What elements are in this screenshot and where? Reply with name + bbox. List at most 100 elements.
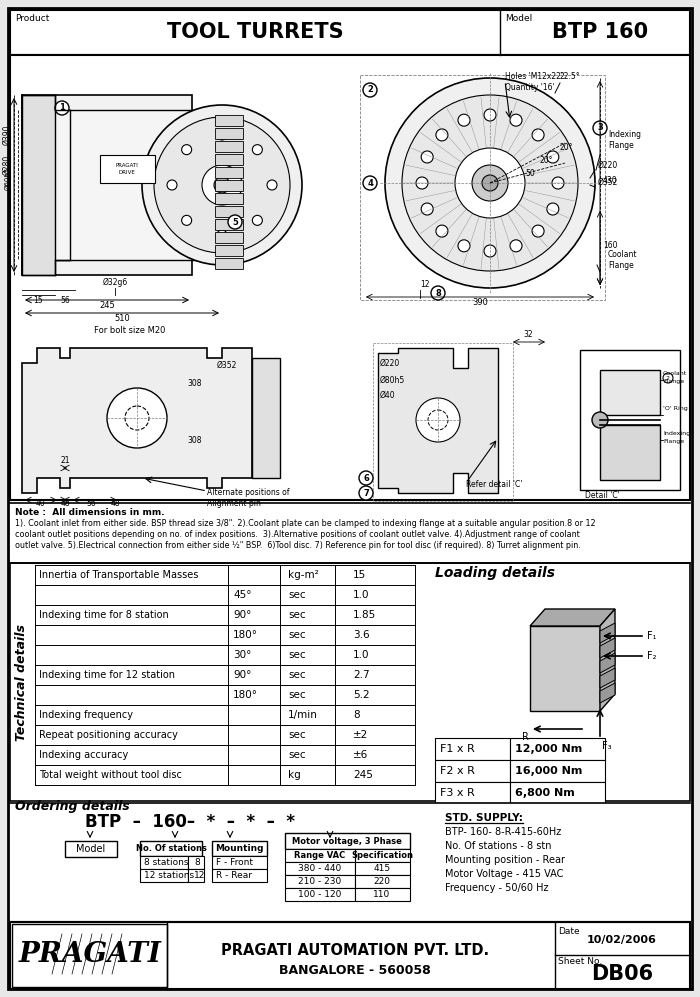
FancyBboxPatch shape [140,869,188,882]
FancyBboxPatch shape [65,841,117,857]
Text: 50: 50 [525,169,535,178]
Polygon shape [600,653,615,673]
Text: 5: 5 [232,217,238,226]
Circle shape [484,109,496,121]
Text: 220: 220 [374,877,391,886]
Polygon shape [600,638,615,658]
Circle shape [181,215,192,225]
Text: Motor voltage, 3 Phase: Motor voltage, 3 Phase [292,836,402,845]
Text: 1.0: 1.0 [353,650,370,660]
FancyBboxPatch shape [285,862,355,875]
Text: Note :  All dimensions in mm.: Note : All dimensions in mm. [15,508,164,517]
Circle shape [532,129,544,141]
Circle shape [217,230,227,240]
Text: 8: 8 [353,710,360,720]
Text: 48: 48 [110,499,120,508]
Circle shape [663,373,673,383]
Text: 90°: 90° [233,610,251,620]
Text: BANGALORE - 560058: BANGALORE - 560058 [279,963,431,976]
Text: Model: Model [76,844,106,854]
Text: 7: 7 [363,489,369,498]
Text: Ø280: Ø280 [2,155,11,175]
Circle shape [154,117,290,253]
Text: Mounting: Mounting [215,843,263,852]
FancyBboxPatch shape [215,154,243,165]
Text: Ø390: Ø390 [2,125,11,146]
Text: 30°: 30° [233,650,251,660]
Circle shape [402,95,578,271]
Text: 20°: 20° [540,156,554,165]
Circle shape [510,115,522,127]
FancyBboxPatch shape [355,875,410,888]
FancyBboxPatch shape [10,922,690,989]
FancyBboxPatch shape [212,869,267,882]
Circle shape [359,486,373,500]
Circle shape [167,180,177,190]
Text: Technical details: Technical details [15,623,29,741]
Text: Ø40: Ø40 [380,391,395,400]
Text: 48: 48 [60,499,70,508]
Text: Repeat positioning accuracy: Repeat positioning accuracy [39,730,178,740]
FancyBboxPatch shape [10,503,690,561]
Text: F - Front: F - Front [216,858,253,867]
Polygon shape [22,95,70,275]
FancyBboxPatch shape [285,875,355,888]
Circle shape [55,101,69,115]
Polygon shape [530,626,600,711]
Text: Innertia of Transportable Masses: Innertia of Transportable Masses [39,570,198,580]
Text: Indexing time for 8 station: Indexing time for 8 station [39,610,169,620]
Text: 12 stations: 12 stations [144,871,194,880]
FancyBboxPatch shape [140,856,188,869]
Text: Model: Model [505,14,532,23]
Circle shape [202,165,242,205]
Text: Coolant: Coolant [663,371,687,376]
Text: Detail 'C': Detail 'C' [585,491,620,500]
Circle shape [359,471,373,485]
FancyBboxPatch shape [215,206,243,217]
Text: Date: Date [558,927,580,936]
FancyBboxPatch shape [215,141,243,152]
Text: Holes 'M12x22'
Quantity '16': Holes 'M12x22' Quantity '16' [505,72,563,92]
Text: Ø220: Ø220 [598,161,618,170]
Text: sec: sec [288,650,306,660]
Text: 210 - 230: 210 - 230 [298,877,342,886]
Polygon shape [600,668,615,688]
Text: 1). Coolant inlet from either side. BSP thread size 3/8". 2).Coolant plate can b: 1). Coolant inlet from either side. BSP … [15,519,596,528]
Circle shape [484,245,496,257]
Circle shape [363,176,377,190]
Text: 510: 510 [114,314,130,323]
Text: Indexing accuracy: Indexing accuracy [39,750,128,760]
Text: Indexing time for 12 station: Indexing time for 12 station [39,670,175,680]
Text: ±6: ±6 [353,750,368,760]
Text: 20°: 20° [560,143,573,152]
Circle shape [532,225,544,237]
Text: ±2: ±2 [353,730,368,740]
Text: kg: kg [288,770,301,780]
FancyBboxPatch shape [188,856,204,869]
Text: BTP- 160- 8-R-415-60Hz: BTP- 160- 8-R-415-60Hz [445,827,561,837]
Circle shape [253,215,262,225]
Text: 1: 1 [59,104,65,113]
Text: 430: 430 [603,176,617,185]
Text: F1 x R: F1 x R [440,744,475,754]
Text: 5.2: 5.2 [353,690,370,700]
Circle shape [458,115,470,127]
Text: 100 - 120: 100 - 120 [298,890,342,899]
Text: 12: 12 [194,871,205,880]
Text: 12,000 Nm: 12,000 Nm [515,744,582,754]
Text: No. Of stations: No. Of stations [136,843,206,852]
Text: DB06: DB06 [591,964,653,984]
Text: F₃: F₃ [602,741,612,751]
Circle shape [363,83,377,97]
Text: Indexing: Indexing [663,431,690,436]
Text: Motor Voltage - 415 VAC: Motor Voltage - 415 VAC [445,869,564,879]
FancyBboxPatch shape [435,782,510,804]
Text: 245: 245 [353,770,373,780]
Text: 1/min: 1/min [288,710,318,720]
Text: sec: sec [288,750,306,760]
Circle shape [267,180,277,190]
Text: 2: 2 [666,376,670,381]
Text: 6,800 Nm: 6,800 Nm [515,788,575,798]
Polygon shape [378,348,498,493]
Text: Indexing frequency: Indexing frequency [39,710,133,720]
